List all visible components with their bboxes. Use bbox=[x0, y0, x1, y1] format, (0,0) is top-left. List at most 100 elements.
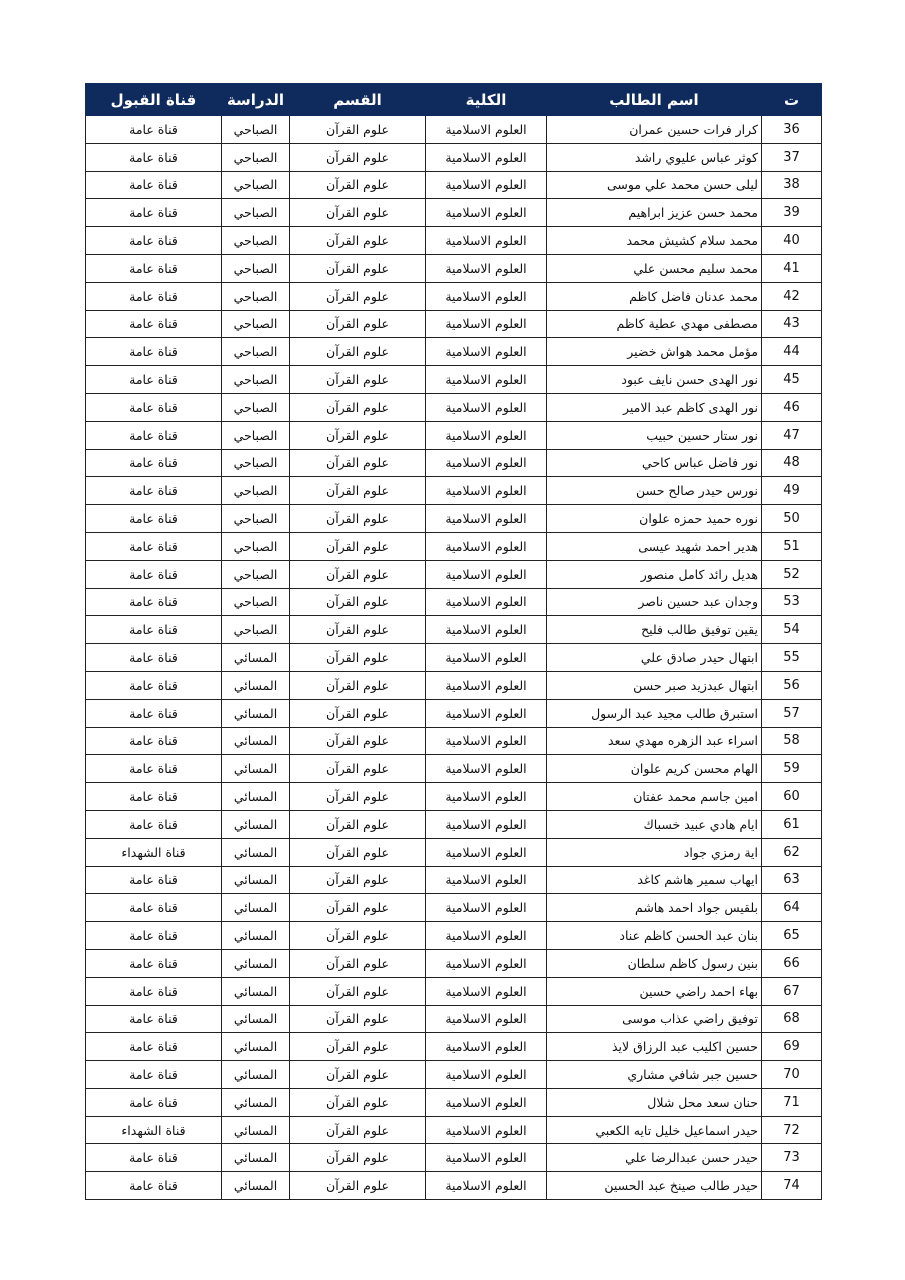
cell-num: 65 bbox=[761, 921, 822, 950]
cell-dept: علوم القرآن bbox=[289, 448, 426, 478]
header-channel: قناة القبول bbox=[85, 83, 222, 116]
cell-channel: قناة الشهداء bbox=[85, 837, 222, 867]
cell-study: الصباحي bbox=[221, 309, 290, 339]
cell-name: هديل رائد كامل منصور bbox=[546, 559, 762, 589]
cell-num: 57 bbox=[761, 698, 822, 728]
header-name: اسم الطالب bbox=[546, 83, 762, 116]
cell-num: 74 bbox=[761, 1171, 822, 1201]
cell-dept: علوم القرآن bbox=[289, 921, 426, 950]
cell-study: الصباحي bbox=[221, 587, 290, 617]
cell-college: العلوم الاسلامية bbox=[425, 615, 547, 645]
cell-num: 73 bbox=[761, 1143, 822, 1173]
cell-channel: قناة عامة bbox=[85, 670, 222, 700]
cell-dept: علوم القرآن bbox=[289, 1087, 426, 1117]
cell-study: المسائي bbox=[221, 670, 290, 700]
cell-channel: قناة عامة bbox=[85, 698, 222, 728]
cell-dept: علوم القرآن bbox=[289, 837, 426, 867]
cell-num: 61 bbox=[761, 809, 822, 839]
cell-channel: قناة عامة bbox=[85, 281, 222, 311]
cell-name: بلقيس جواد احمد هاشم bbox=[546, 893, 762, 923]
cell-dept: علوم القرآن bbox=[289, 142, 426, 172]
cell-num: 42 bbox=[761, 281, 822, 311]
cell-college: العلوم الاسلامية bbox=[425, 643, 547, 672]
cell-dept: علوم القرآن bbox=[289, 643, 426, 672]
cell-num: 56 bbox=[761, 670, 822, 700]
cell-study: الصباحي bbox=[221, 420, 290, 450]
cell-study: الصباحي bbox=[221, 392, 290, 422]
cell-study: الصباحي bbox=[221, 559, 290, 589]
table-row: 68 توفيق راضي عذاب موسى العلوم الاسلامية عل… bbox=[85, 1004, 822, 1034]
cell-name: هدير احمد شهيد عيسى bbox=[546, 531, 762, 561]
cell-study: المسائي bbox=[221, 1171, 290, 1201]
cell-study: الصباحي bbox=[221, 476, 290, 506]
table-row: 69 حسين اكليب عبد الرزاق لايذ العلوم الاسل… bbox=[85, 1032, 822, 1062]
cell-dept: علوم القرآن bbox=[289, 1032, 426, 1062]
cell-channel: قناة عامة bbox=[85, 643, 222, 672]
cell-college: العلوم الاسلامية bbox=[425, 420, 547, 450]
cell-study: المسائي bbox=[221, 1004, 290, 1034]
cell-channel: قناة عامة bbox=[85, 420, 222, 450]
cell-study: الصباحي bbox=[221, 504, 290, 533]
cell-name: مؤمل محمد هواش خضير bbox=[546, 337, 762, 367]
cell-name: حسين جبر شافي مشاري bbox=[546, 1060, 762, 1089]
cell-channel: قناة عامة bbox=[85, 587, 222, 617]
cell-college: العلوم الاسلامية bbox=[425, 865, 547, 895]
cell-name: محمد سليم محسن علي bbox=[546, 253, 762, 283]
cell-name: نور الهدى حسن نايف عبود bbox=[546, 365, 762, 394]
cell-college: العلوم الاسلامية bbox=[425, 893, 547, 923]
cell-study: المسائي bbox=[221, 893, 290, 923]
cell-study: المسائي bbox=[221, 726, 290, 756]
cell-channel: قناة عامة bbox=[85, 782, 222, 811]
cell-college: العلوم الاسلامية bbox=[425, 337, 547, 367]
cell-num: 38 bbox=[761, 170, 822, 200]
cell-num: 62 bbox=[761, 837, 822, 867]
table-row: 47 نور ستار حسين حبيب العلوم الاسلامية علوم… bbox=[85, 420, 822, 450]
cell-dept: علوم القرآن bbox=[289, 1143, 426, 1173]
cell-num: 71 bbox=[761, 1087, 822, 1117]
cell-study: الصباحي bbox=[221, 365, 290, 394]
cell-college: العلوم الاسلامية bbox=[425, 504, 547, 533]
cell-name: ابتهال عبدزيد صبر حسن bbox=[546, 670, 762, 700]
cell-dept: علوم القرآن bbox=[289, 253, 426, 283]
cell-num: 37 bbox=[761, 142, 822, 172]
cell-study: المسائي bbox=[221, 754, 290, 784]
cell-channel: قناة عامة bbox=[85, 559, 222, 589]
cell-college: العلوم الاسلامية bbox=[425, 226, 547, 255]
cell-num: 64 bbox=[761, 893, 822, 923]
table-row: 62 اية رمزي جواد العلوم الاسلامية علوم القر… bbox=[85, 837, 822, 867]
cell-name: محمد سلام كشيش محمد bbox=[546, 226, 762, 255]
cell-college: العلوم الاسلامية bbox=[425, 1087, 547, 1117]
cell-name: نور فاضل عباس كاحي bbox=[546, 448, 762, 478]
table-row: 63 ايهاب سمير هاشم كاغد العلوم الاسلامية عل… bbox=[85, 865, 822, 895]
cell-dept: علوم القرآن bbox=[289, 1060, 426, 1089]
cell-study: الصباحي bbox=[221, 615, 290, 645]
cell-study: الصباحي bbox=[221, 337, 290, 367]
cell-college: العلوم الاسلامية bbox=[425, 1171, 547, 1201]
cell-channel: قناة عامة bbox=[85, 921, 222, 950]
cell-dept: علوم القرآن bbox=[289, 948, 426, 978]
table-row: 66 بنين رسول كاظم سلطان العلوم الاسلامية عل… bbox=[85, 948, 822, 978]
cell-college: العلوم الاسلامية bbox=[425, 309, 547, 339]
cell-college: العلوم الاسلامية bbox=[425, 754, 547, 784]
cell-college: العلوم الاسلامية bbox=[425, 976, 547, 1006]
cell-num: 46 bbox=[761, 392, 822, 422]
cell-num: 63 bbox=[761, 865, 822, 895]
cell-college: العلوم الاسلامية bbox=[425, 587, 547, 617]
cell-name: ليلى حسن محمد علي موسى bbox=[546, 170, 762, 200]
cell-channel: قناة عامة bbox=[85, 1060, 222, 1089]
header-study: الدراسة bbox=[221, 83, 290, 116]
cell-name: حسين اكليب عبد الرزاق لايذ bbox=[546, 1032, 762, 1062]
cell-channel: قناة عامة bbox=[85, 142, 222, 172]
cell-channel: قناة عامة bbox=[85, 865, 222, 895]
cell-channel: قناة عامة bbox=[85, 365, 222, 394]
table-row: 61 ايام هادي عبيد خسباك العلوم الاسلامية عل… bbox=[85, 809, 822, 839]
cell-study: المسائي bbox=[221, 782, 290, 811]
table-row: 52 هديل رائد كامل منصور العلوم الاسلامية عل… bbox=[85, 559, 822, 589]
header-row: ت اسم الطالب الكلية القسم الدراسة قناة ا… bbox=[85, 83, 822, 116]
cell-dept: علوم القرآن bbox=[289, 559, 426, 589]
cell-num: 53 bbox=[761, 587, 822, 617]
table-row: 42 محمد عدنان فاضل كاظم العلوم الاسلامية عل… bbox=[85, 281, 822, 311]
cell-study: الصباحي bbox=[221, 115, 290, 144]
cell-study: الصباحي bbox=[221, 281, 290, 311]
cell-channel: قناة عامة bbox=[85, 198, 222, 228]
